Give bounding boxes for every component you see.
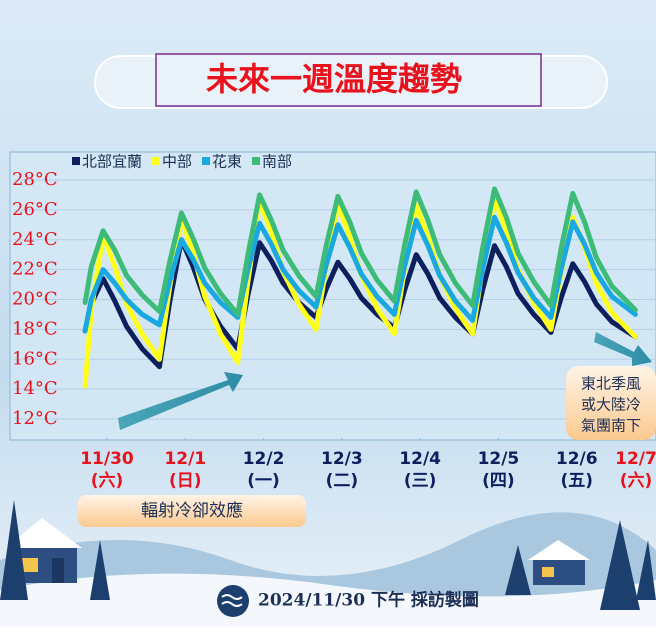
footer: 2024/11/30 下午 採訪製圖 xyxy=(258,590,479,611)
legend-swatch xyxy=(252,157,261,165)
legend-label: 南部 xyxy=(262,153,292,171)
x-tick-sublabel: (六) xyxy=(91,470,124,491)
x-tick-label: 12/5 xyxy=(478,449,520,469)
legend-swatch xyxy=(152,157,161,165)
legend-label: 中部 xyxy=(162,153,192,171)
x-tick-label: 12/6 xyxy=(556,449,598,469)
y-tick-label: 28°C xyxy=(12,169,58,190)
x-tick-label: 12/3 xyxy=(321,449,363,469)
y-tick-label: 20°C xyxy=(12,289,58,310)
chart: 12°C 14°C 16°C 18°C 20°C 22°C 24°C 26°C 28°C 11/3… xyxy=(12,153,656,527)
legend-swatch xyxy=(202,157,211,165)
y-tick-label: 18°C xyxy=(12,318,58,339)
x-tick-label: 11/30 xyxy=(80,449,134,469)
annotation: 氣團南下 xyxy=(581,417,641,435)
arrow xyxy=(594,332,652,366)
x-tick-label: 12/1 xyxy=(164,449,206,469)
x-tick-sublabel: (六) xyxy=(620,470,653,491)
x-tick-label: 12/2 xyxy=(243,449,285,469)
y-tick-label: 24°C xyxy=(12,229,58,250)
footer-logo xyxy=(217,585,249,617)
annotation: 或大陸冷 xyxy=(581,396,641,414)
x-tick-sublabel: (二) xyxy=(326,471,359,491)
y-tick-label: 22°C xyxy=(12,259,58,280)
plot-area xyxy=(9,151,656,441)
series-line xyxy=(82,186,638,317)
house-right xyxy=(528,540,590,585)
x-tick-label: 12/4 xyxy=(399,449,441,469)
annotation-box xyxy=(78,495,306,527)
x-tick-sublabel: (日) xyxy=(169,471,202,491)
legend-label: 花東 xyxy=(212,153,242,171)
x-tick-label: 12/7 xyxy=(615,449,656,469)
y-tick-label: 14°C xyxy=(12,378,58,399)
annotation: 輻射冷卻效應 xyxy=(141,500,243,521)
series-line xyxy=(82,214,638,334)
arrow xyxy=(118,372,243,430)
annotation: 東北季風 xyxy=(581,375,641,393)
y-tick-label: 16°C xyxy=(12,348,58,369)
title-box xyxy=(155,53,542,107)
y-tick-label: 26°C xyxy=(12,199,58,220)
annotation-box xyxy=(566,366,656,440)
y-tick-label: 12°C xyxy=(12,408,58,429)
legend-label: 北部宜蘭 xyxy=(82,153,142,171)
title: 未來一週溫度趨勢 xyxy=(206,60,462,98)
snow-ground xyxy=(0,573,656,627)
trees xyxy=(0,500,656,610)
legend-swatch xyxy=(72,157,80,165)
x-tick-sublabel: (三) xyxy=(404,471,437,491)
x-tick-sublabel: (五) xyxy=(560,471,593,491)
x-tick-sublabel: (四) xyxy=(482,471,515,491)
x-tick-sublabel: (一) xyxy=(247,471,280,491)
